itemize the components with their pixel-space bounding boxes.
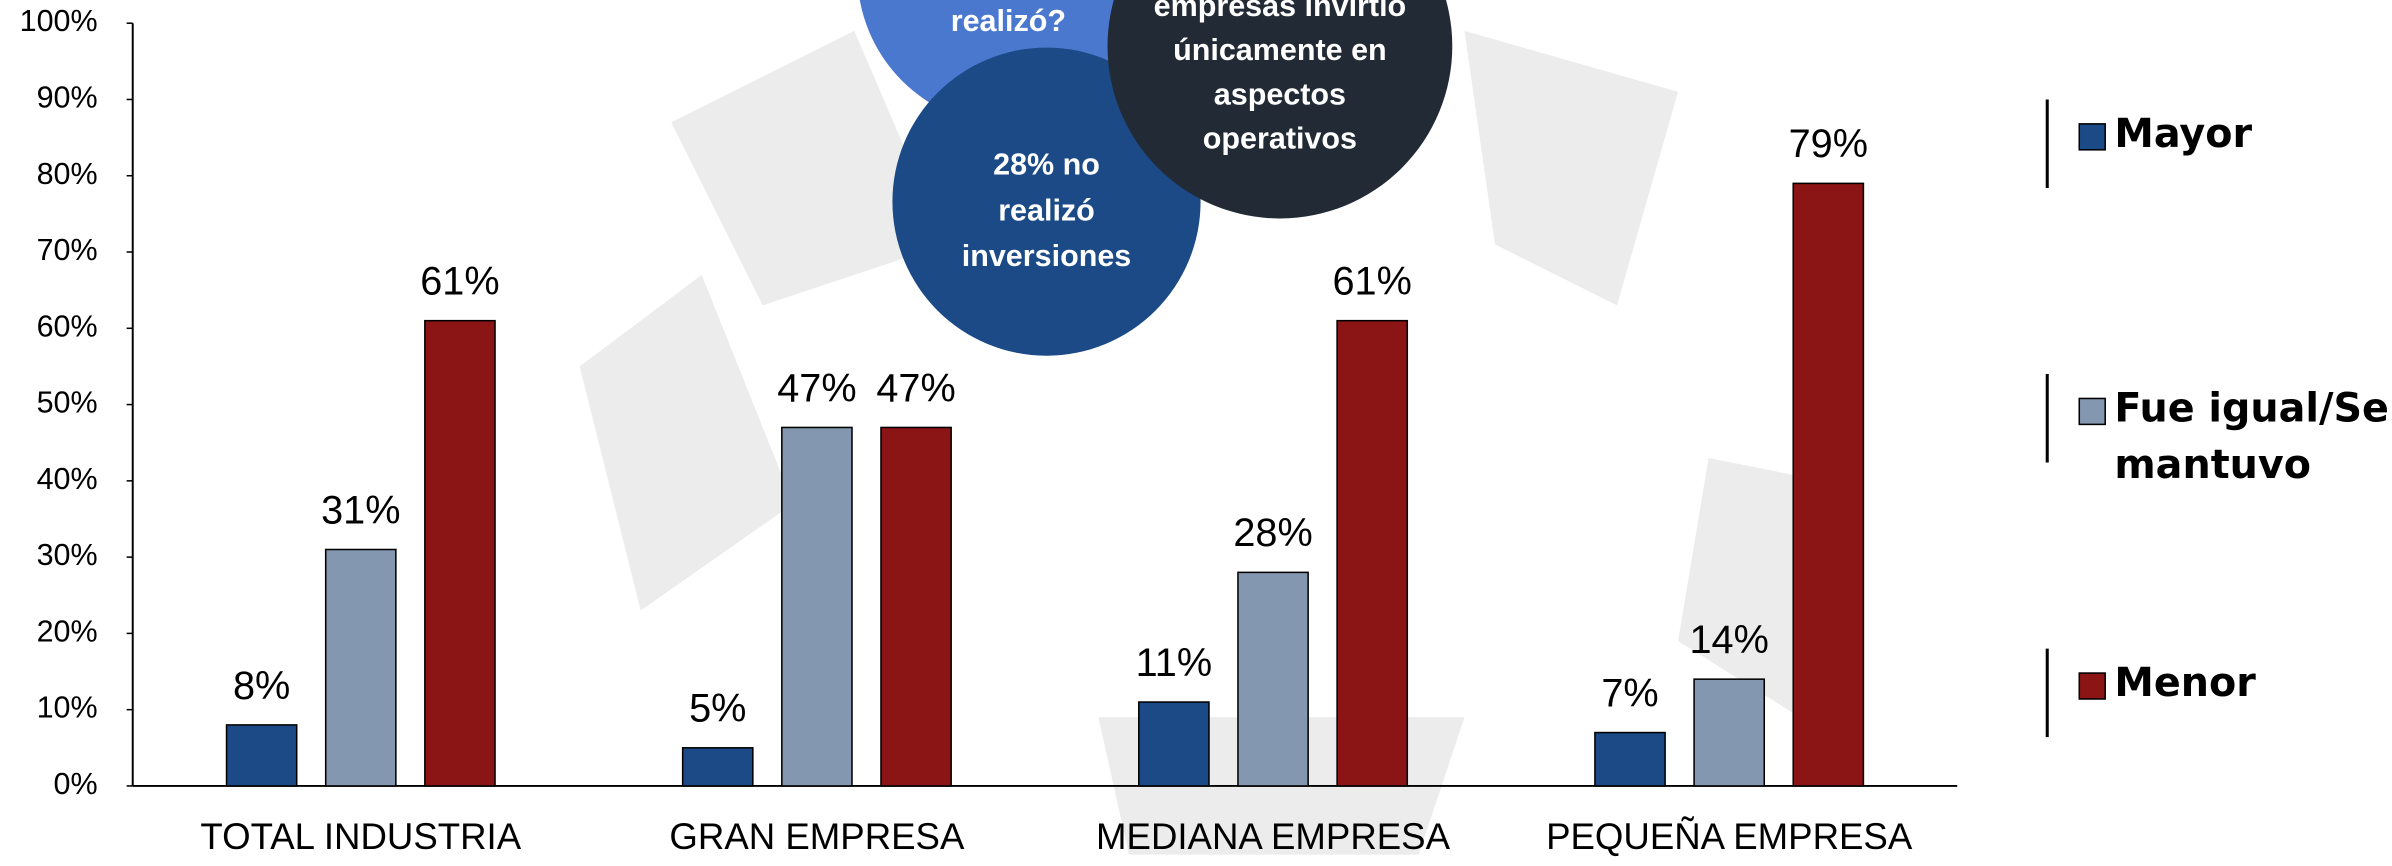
y-tick-label: 30% xyxy=(37,538,98,572)
x-tick-label: PEQUEÑA EMPRESA xyxy=(1546,816,1913,857)
y-tick-label: 90% xyxy=(37,81,98,115)
value-label: 14% xyxy=(1689,618,1768,662)
bar xyxy=(424,319,496,787)
annotation-bubble xyxy=(892,47,1201,356)
y-tick-label: 20% xyxy=(37,614,98,648)
legend-label: Fue igual/Se mantuvo xyxy=(2114,386,2389,489)
annotation-text: realizó xyxy=(998,193,1095,227)
bar xyxy=(880,426,952,787)
legend-swatch xyxy=(2078,123,2106,151)
value-label: 28% xyxy=(1233,511,1312,555)
value-label: 8% xyxy=(233,664,290,708)
value-label: 79% xyxy=(1789,122,1868,166)
bar xyxy=(1693,678,1766,787)
bar xyxy=(681,747,754,787)
annotation-text: inversiones xyxy=(962,239,1132,273)
legend-swatch xyxy=(2078,397,2106,426)
bar xyxy=(1792,182,1865,787)
y-tick-label: 70% xyxy=(37,233,98,267)
annotation-text: aspectos xyxy=(1214,77,1346,111)
legend-entry: Fue igual/Se mantuvo xyxy=(2114,386,2389,489)
bar xyxy=(225,724,298,787)
y-tick-label: 10% xyxy=(37,691,98,725)
value-label: 47% xyxy=(876,366,955,410)
bar xyxy=(1594,731,1666,787)
bar xyxy=(1138,701,1210,787)
value-label: 47% xyxy=(777,366,856,410)
annotation-text: únicamente en xyxy=(1173,33,1387,67)
legend-label: Mayor xyxy=(2114,111,2253,158)
y-tick-label: 50% xyxy=(37,386,98,420)
annotation-bubble xyxy=(1107,0,1453,219)
bar xyxy=(781,426,853,787)
annotation-text: operativos xyxy=(1203,122,1357,156)
y-tick-label: 0% xyxy=(54,767,98,801)
legend-swatch xyxy=(2078,672,2106,700)
bar xyxy=(1336,319,1409,787)
value-label: 5% xyxy=(689,687,746,731)
legend-entry: Mayor xyxy=(2114,111,2253,158)
y-tick-label: 100% xyxy=(20,4,98,38)
y-tick-label: 80% xyxy=(37,157,98,191)
x-tick-label: GRAN EMPRESA xyxy=(669,816,965,857)
bar xyxy=(324,548,397,787)
x-tick-label: TOTAL INDUSTRIA xyxy=(200,816,521,857)
value-label: 11% xyxy=(1136,641,1212,685)
x-tick-label: MEDIANA EMPRESA xyxy=(1096,816,1451,857)
legend-label: Menor xyxy=(2114,660,2256,707)
y-tick-label: 40% xyxy=(37,462,98,496)
value-label: 7% xyxy=(1601,671,1658,715)
y-tick-label: 60% xyxy=(37,309,98,343)
annotation-text: empresas invirtió xyxy=(1154,0,1407,23)
legend-entry: Menor xyxy=(2114,660,2256,707)
watermark xyxy=(579,30,1862,855)
annotation-text: realizó? xyxy=(951,4,1066,38)
annotation-text: 28% no xyxy=(993,148,1100,182)
value-label: 61% xyxy=(1333,260,1412,304)
bar xyxy=(1237,571,1309,787)
value-label: 31% xyxy=(321,488,400,532)
value-label: 61% xyxy=(420,260,499,304)
